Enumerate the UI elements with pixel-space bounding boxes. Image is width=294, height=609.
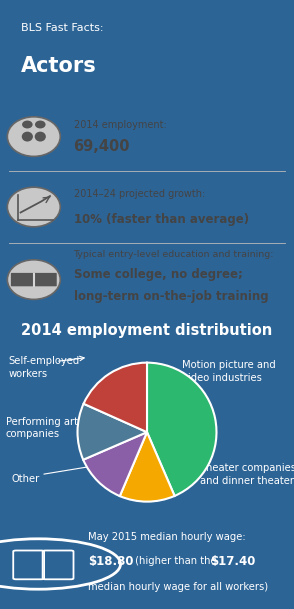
Text: Actors: Actors [21,56,96,76]
Ellipse shape [22,132,33,141]
Ellipse shape [35,132,46,141]
Text: median hourly wage for all workers): median hourly wage for all workers) [88,582,268,591]
Text: Performing arts
companies: Performing arts companies [6,417,83,439]
Text: (higher than the: (higher than the [132,556,219,566]
Text: 2014 employment distribution: 2014 employment distribution [21,323,272,338]
FancyBboxPatch shape [34,273,57,286]
Circle shape [7,260,60,300]
Text: $18.80: $18.80 [88,555,134,568]
Text: May 2015 median hourly wage:: May 2015 median hourly wage: [88,532,246,542]
Circle shape [35,121,46,128]
Text: 2014 employment:: 2014 employment: [74,119,166,130]
Text: 2014–24 projected growth:: 2014–24 projected growth: [74,189,205,199]
Text: Motion picture and
video industries: Motion picture and video industries [182,361,276,382]
Text: Theater companies
and dinner theaters: Theater companies and dinner theaters [200,463,294,486]
Text: $17.40: $17.40 [211,555,256,568]
Text: Typical entry-level education and training:: Typical entry-level education and traini… [74,250,274,259]
Text: Other: Other [12,474,40,484]
Text: Self-employed
workers: Self-employed workers [9,356,80,379]
FancyBboxPatch shape [11,273,34,286]
Text: Some college, no degree;: Some college, no degree; [74,267,242,281]
Text: BLS Fast Facts:: BLS Fast Facts: [21,23,103,33]
Text: long-term on-the-job training: long-term on-the-job training [74,290,268,303]
Text: 69,400: 69,400 [74,139,130,154]
Text: 10% (faster than average): 10% (faster than average) [74,213,249,225]
Circle shape [7,187,60,227]
Circle shape [22,121,33,128]
Circle shape [7,117,60,157]
